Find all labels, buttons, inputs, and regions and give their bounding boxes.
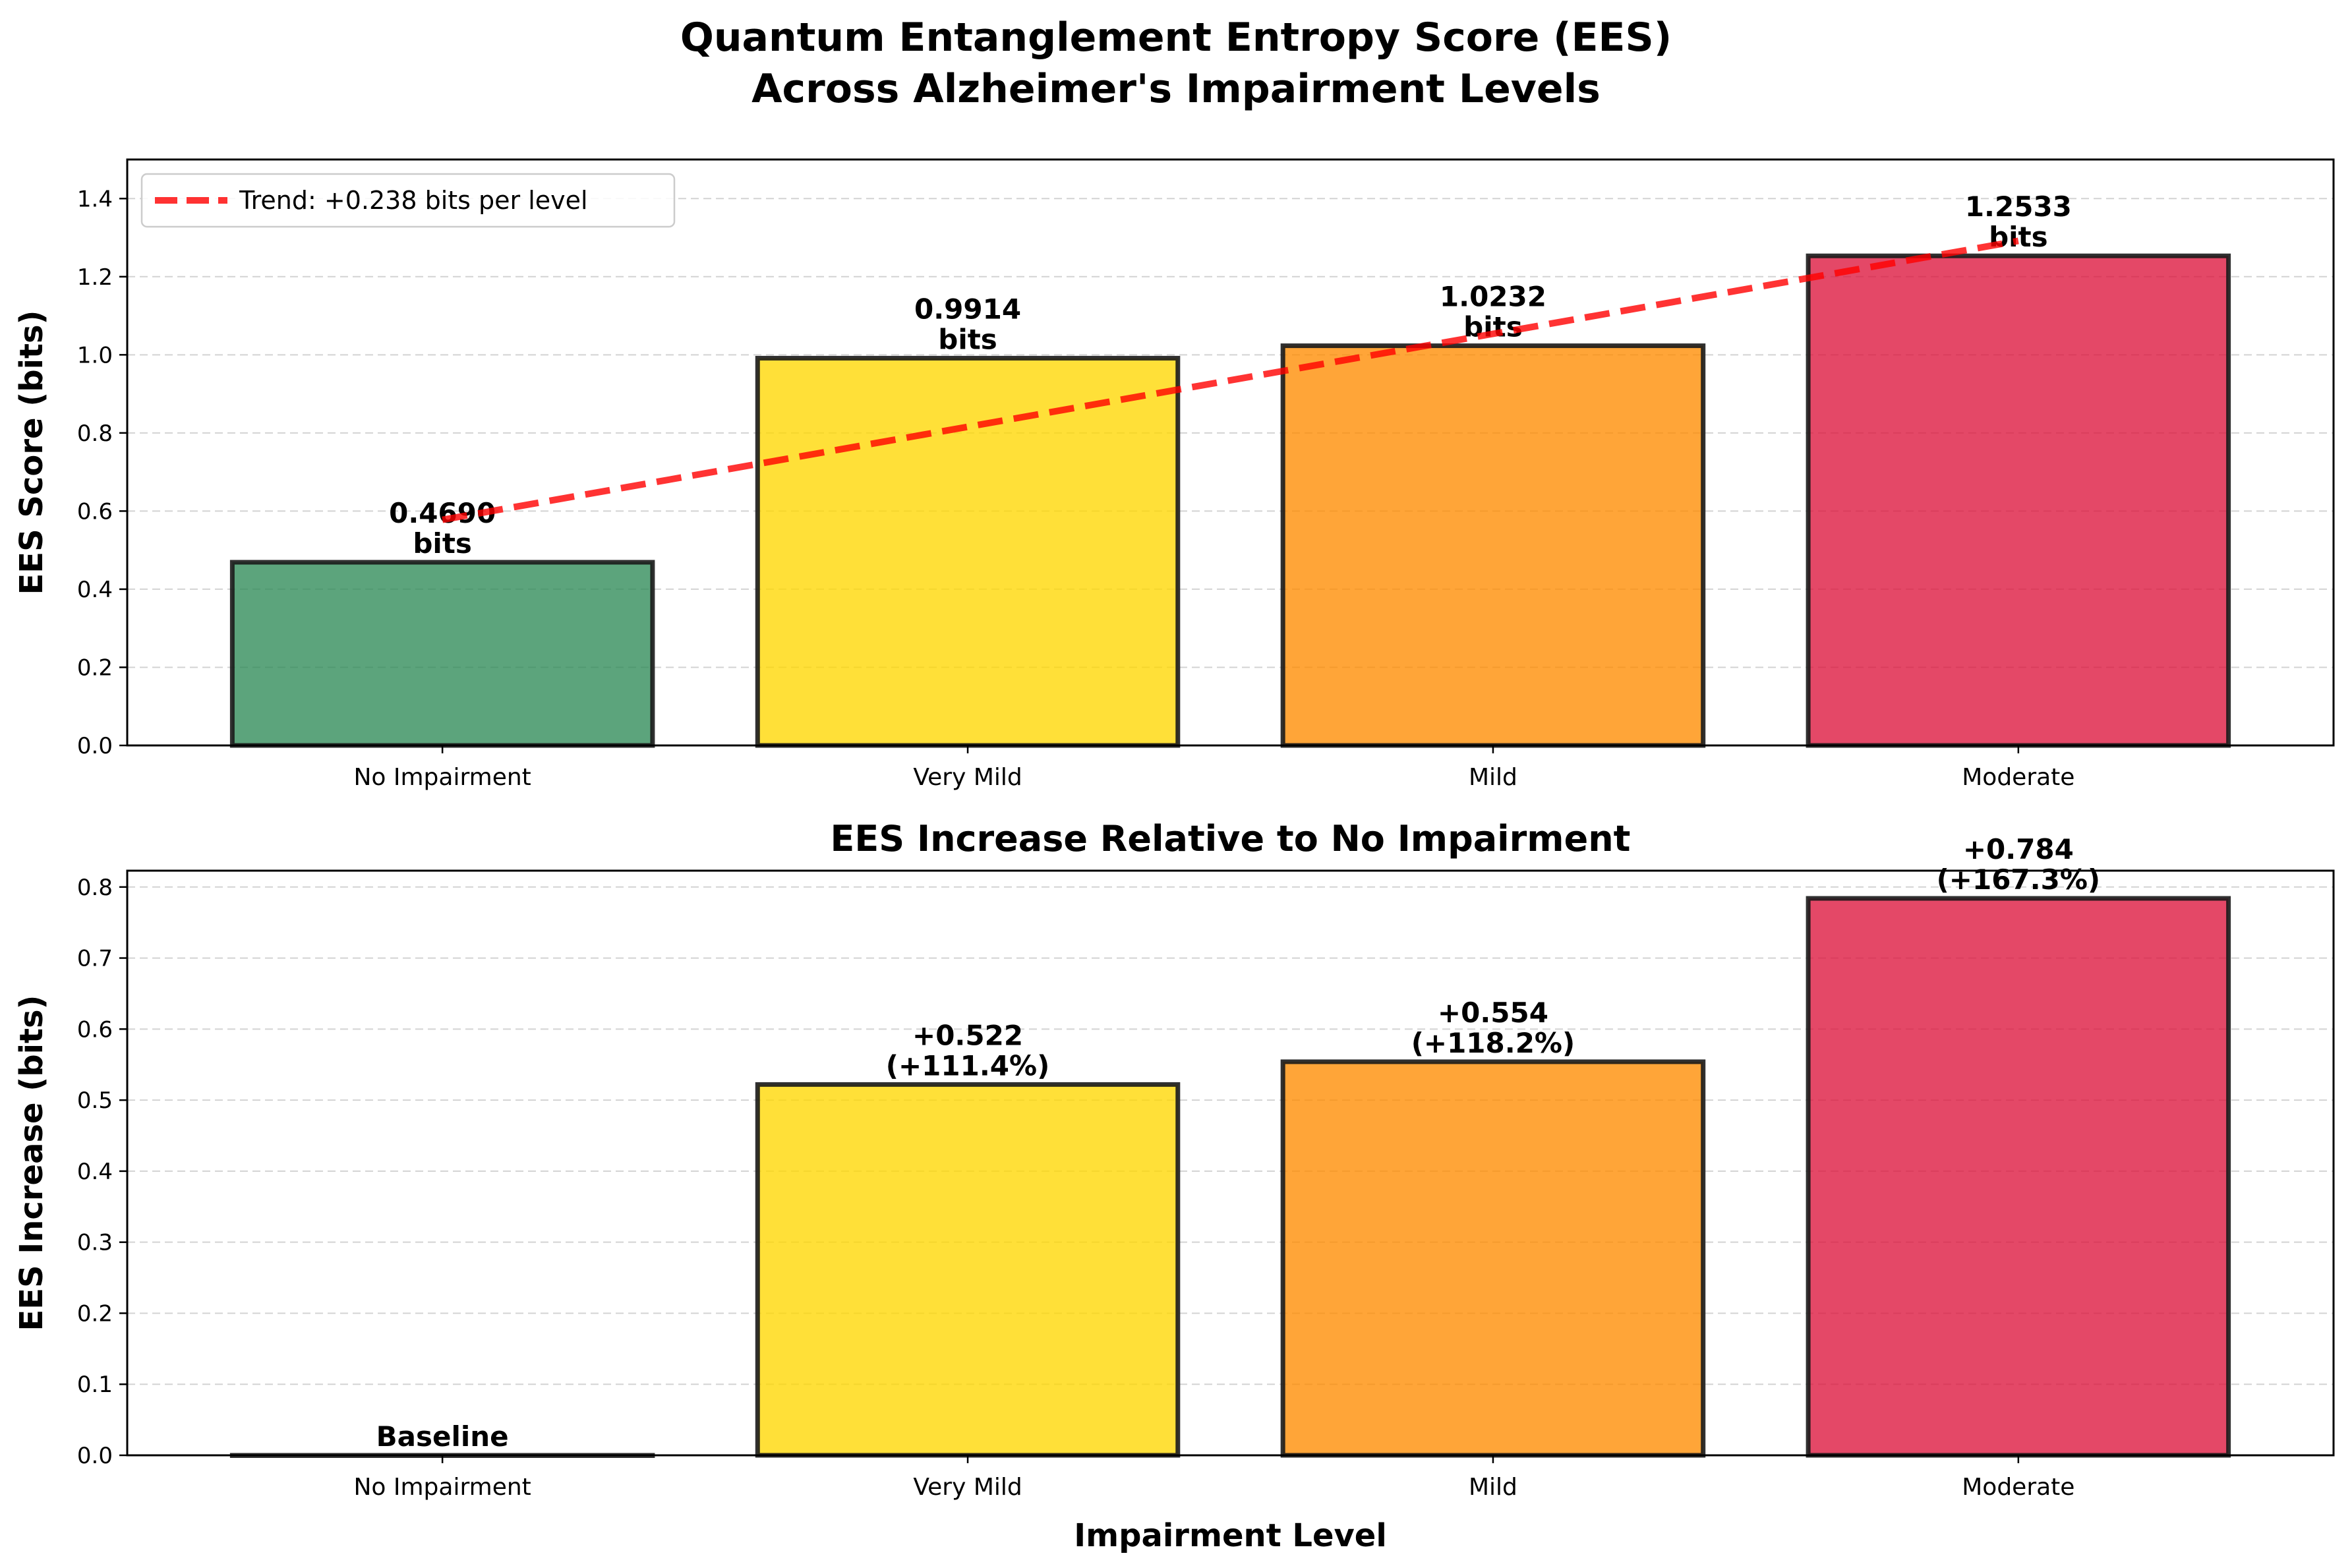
chart1-xtick-label: No Impairment [353, 764, 531, 791]
chart1-ytick-label: 0.8 [77, 421, 113, 447]
chart2-xtick-label: Very Mild [913, 1474, 1022, 1501]
chart1-ytick-label: 0.2 [77, 654, 113, 681]
chart2-data-label: (+118.2%) [1411, 1027, 1575, 1059]
figure-title-line2: Across Alzheimer's Impairment Levels [751, 66, 1601, 112]
chart2-ytick-label: 0.6 [77, 1016, 113, 1043]
chart1-ytick-label: 1.0 [77, 342, 113, 368]
chart1-data-label: 1.2533 [1965, 190, 2072, 223]
chart1-legend-label: Trend: +0.238 bits per level [239, 186, 588, 215]
chart1-ytick-label: 0.4 [77, 577, 113, 603]
chart1-xtick-label: Very Mild [913, 764, 1022, 791]
chart1-data-label: 0.9914 [914, 293, 1021, 325]
chart1-data-label: 0.4690 [389, 497, 496, 529]
chart2-data-label: (+167.3%) [1937, 863, 2101, 896]
chart2-ytick-label: 0.3 [77, 1230, 113, 1256]
chart2-ytick-label: 0.8 [77, 875, 113, 901]
chart1-ytick-label: 1.2 [77, 264, 113, 291]
chart1-bar-mild [1280, 343, 1706, 748]
chart1-y-axis-label: EES Score (bits) [13, 310, 50, 595]
chart1-xtick-label: Moderate [1962, 764, 2074, 791]
chart2-ytick-label: 0.4 [77, 1159, 113, 1185]
chart2-data-label: (+111.4%) [886, 1049, 1050, 1082]
chart2-xtick-label: Mild [1469, 1474, 1517, 1501]
chart2-y-axis-label: EES Increase (bits) [13, 995, 50, 1331]
chart2-xtick-label: No Impairment [353, 1474, 531, 1501]
figure-title-line1: Quantum Entanglement Entropy Score (EES) [680, 15, 1672, 61]
chart1-data-label: 1.0232 [1440, 281, 1546, 313]
chart2-data-label: +0.554 [1438, 997, 1548, 1029]
chart2-axes-frame [126, 869, 2335, 1457]
chart2-data-label: Baseline [376, 1420, 509, 1453]
chart2-bar-very-mild [755, 1082, 1181, 1458]
chart2-data-label: +0.522 [912, 1019, 1023, 1051]
chart2-data-label: +0.784 [1963, 833, 2074, 865]
chart2-bar-moderate [1806, 896, 2231, 1458]
chart2-x-axis-label: Impairment Level [1074, 1517, 1387, 1554]
chart1-bar-no-impairment [229, 560, 655, 748]
chart2-ytick-label: 0.7 [77, 946, 113, 972]
chart1-data-label: bits [938, 323, 997, 355]
chart2-ytick-label: 0.2 [77, 1300, 113, 1327]
chart2-title: EES Increase Relative to No Impairment [831, 818, 1631, 859]
chart2-bar-mild [1280, 1059, 1706, 1458]
ees-increase-chart: 0.0 0.1 0.2 0.3 0.4 0.5 0.6 0.7 0.8 No Impairment… [13, 818, 2335, 1554]
chart1-data-label: bits [1989, 221, 2048, 253]
chart1-ytick-label: 1.4 [77, 186, 113, 212]
chart2-xtick-label: Moderate [1962, 1474, 2074, 1501]
ees-score-chart: 0.0 0.2 0.4 0.6 0.8 1.0 1.2 1.4 No Impairment Ver… [13, 158, 2335, 791]
chart1-data-label: bits [1463, 311, 1523, 343]
chart2-ytick-label: 0.1 [77, 1372, 113, 1398]
chart1-ytick-label: 0.6 [77, 498, 113, 525]
chart2-ytick-label: 0.0 [77, 1443, 113, 1469]
chart1-axes-frame [126, 158, 2335, 747]
chart1-data-label: bits [413, 527, 472, 560]
chart1-bar-very-mild [755, 355, 1181, 748]
chart1-legend-box [140, 173, 676, 228]
chart1-xtick-label: Mild [1469, 764, 1517, 791]
chart1-bar-moderate [1806, 253, 2231, 748]
chart1-ytick-label: 0.0 [77, 733, 113, 759]
chart1-trend-line [442, 237, 2019, 523]
chart2-ytick-label: 0.5 [77, 1088, 113, 1114]
